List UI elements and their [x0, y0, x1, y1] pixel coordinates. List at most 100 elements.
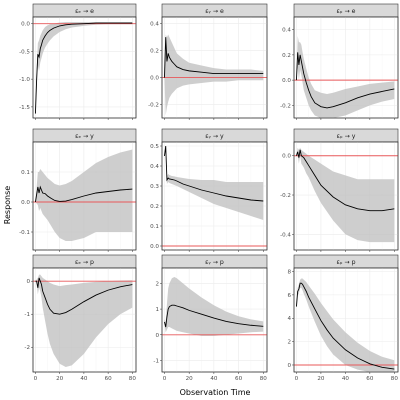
facet-panel-4: εₑ → y 0.1 0.0 -0.1	[19, 128, 137, 252]
response-line	[34, 185, 133, 203]
confidence-band	[35, 21, 133, 114]
x-tick-label: 60	[366, 376, 374, 382]
y-tick-label: 0.0	[282, 154, 291, 160]
y-tick-label: 0.1	[150, 224, 159, 230]
y-tick-label: 0.0	[21, 22, 30, 28]
x-tick-label: 80	[391, 376, 399, 382]
y-tick-label: -2	[24, 345, 30, 351]
facet-title: εᵧ → y	[205, 133, 224, 140]
x-tick-label: 40	[342, 376, 350, 382]
y-tick-label: 0	[26, 279, 30, 285]
response-line	[296, 149, 395, 212]
confidence-band	[296, 278, 395, 372]
y-tick-label: 1	[155, 307, 159, 313]
y-axis-title: Response	[3, 186, 12, 225]
y-tick-label: 4	[287, 316, 291, 322]
response-line	[164, 304, 264, 328]
panel-border	[32, 267, 137, 373]
confidence-band	[296, 35, 395, 118]
x-tick-label: 20	[317, 376, 325, 382]
facet-panel-8: εᵧ → p 2 1 0 -1 0 20 40 60 80	[153, 254, 268, 382]
panel-border	[161, 16, 268, 119]
y-tick-label: -0.5	[19, 49, 30, 55]
x-tick-label: 60	[105, 376, 113, 382]
x-tick-label: 60	[235, 376, 243, 382]
y-tick-label: 0.2	[282, 53, 291, 59]
x-tick-label: 0	[295, 376, 299, 382]
facet-panel-2: εᵧ → e 0.4 0.2 0.0 -0.2	[148, 3, 268, 120]
x-axis-title: Observation Time	[180, 388, 251, 397]
facet-title: εₚ → p	[336, 259, 355, 266]
x-tick-label: 20	[186, 376, 194, 382]
response-line	[296, 282, 395, 370]
y-tick-label: 0.0	[150, 244, 159, 250]
y-tick-label: 0	[155, 333, 159, 339]
x-tick-label: 40	[210, 376, 218, 382]
response-line	[296, 52, 395, 109]
y-tick-label: -0.4	[280, 232, 291, 238]
y-tick-label: 0.3	[150, 184, 159, 190]
y-tick-label: 0.1	[21, 170, 30, 176]
y-tick-label: 0.4	[150, 164, 159, 170]
confidence-band	[164, 146, 264, 220]
confidence-band	[35, 149, 133, 241]
y-tick-label: 2	[155, 281, 159, 287]
facet-panel-6: εₚ → y 0.0 -0.2 -0.4	[280, 128, 399, 252]
response-line	[34, 22, 133, 114]
panel-border	[293, 16, 399, 119]
y-tick-label: 0.0	[150, 76, 159, 82]
facet-title: εₑ → e	[75, 8, 94, 15]
panel-border	[161, 267, 268, 373]
x-tick-label: 80	[129, 376, 137, 382]
y-tick-label: 0.4	[282, 28, 291, 34]
confidence-band	[164, 34, 264, 116]
x-tick-label: 0	[34, 376, 38, 382]
y-tick-label: 0.4	[150, 22, 159, 28]
facet-panel-7: εₑ → p 0 -1 -2 0 20 40 60 80	[24, 254, 137, 382]
facet-panels: εₑ → e 0.0 -0.5 -1.0 -1.5 εᵧ → e 0.4 0.2 0.0 -0.2…	[19, 3, 399, 382]
panel-border	[32, 141, 137, 251]
y-tick-label: 0.0	[282, 78, 291, 84]
response-line	[164, 37, 264, 78]
y-tick-label: -0.2	[148, 103, 159, 109]
panel-border	[293, 141, 399, 251]
y-tick-label: -1	[153, 358, 159, 364]
x-tick-label: 0	[163, 376, 167, 382]
confidence-band	[296, 147, 395, 243]
y-tick-label: 6	[287, 293, 291, 299]
y-tick-label: -0.1	[19, 230, 30, 236]
x-tick-label: 80	[260, 376, 268, 382]
confidence-band	[35, 274, 133, 368]
facet-title: εₚ → y	[337, 133, 356, 140]
facet-title: εᵧ → e	[205, 8, 224, 15]
y-tick-label: 8	[287, 270, 291, 276]
y-tick-label: 0	[287, 363, 291, 369]
y-tick-label: 0.2	[150, 204, 159, 210]
panel-border	[293, 267, 399, 373]
y-tick-label: 0.0	[21, 200, 30, 206]
y-tick-label: -0.2	[280, 193, 291, 199]
y-tick-label: -1.0	[19, 77, 30, 83]
confidence-band	[164, 276, 264, 337]
x-tick-label: 40	[80, 376, 88, 382]
facet-title: εₚ → e	[337, 8, 356, 15]
facet-panel-5: εᵧ → y 0.5 0.4 0.3 0.2 0.1 0.0	[150, 128, 268, 252]
response-line	[164, 145, 264, 202]
facet-panel-3: εₚ → e 0.4 0.2 0.0 -0.2	[280, 3, 399, 120]
y-tick-label: 0.2	[150, 49, 159, 55]
panel-border	[161, 141, 268, 251]
y-tick-label: -1	[24, 312, 30, 318]
y-tick-label: -0.2	[280, 103, 291, 109]
y-tick-label: 2	[287, 340, 291, 346]
facet-title: εᵧ → p	[205, 259, 224, 266]
panel-border	[32, 16, 137, 119]
facet-panel-1: εₑ → e 0.0 -0.5 -1.0 -1.5	[19, 3, 137, 120]
y-tick-label: -1.5	[19, 105, 30, 111]
facet-title: εₑ → p	[75, 259, 94, 266]
facet-title: εₑ → y	[75, 133, 94, 140]
x-tick-label: 20	[56, 376, 64, 382]
response-line	[35, 277, 133, 315]
y-tick-label: 0.5	[150, 144, 159, 150]
